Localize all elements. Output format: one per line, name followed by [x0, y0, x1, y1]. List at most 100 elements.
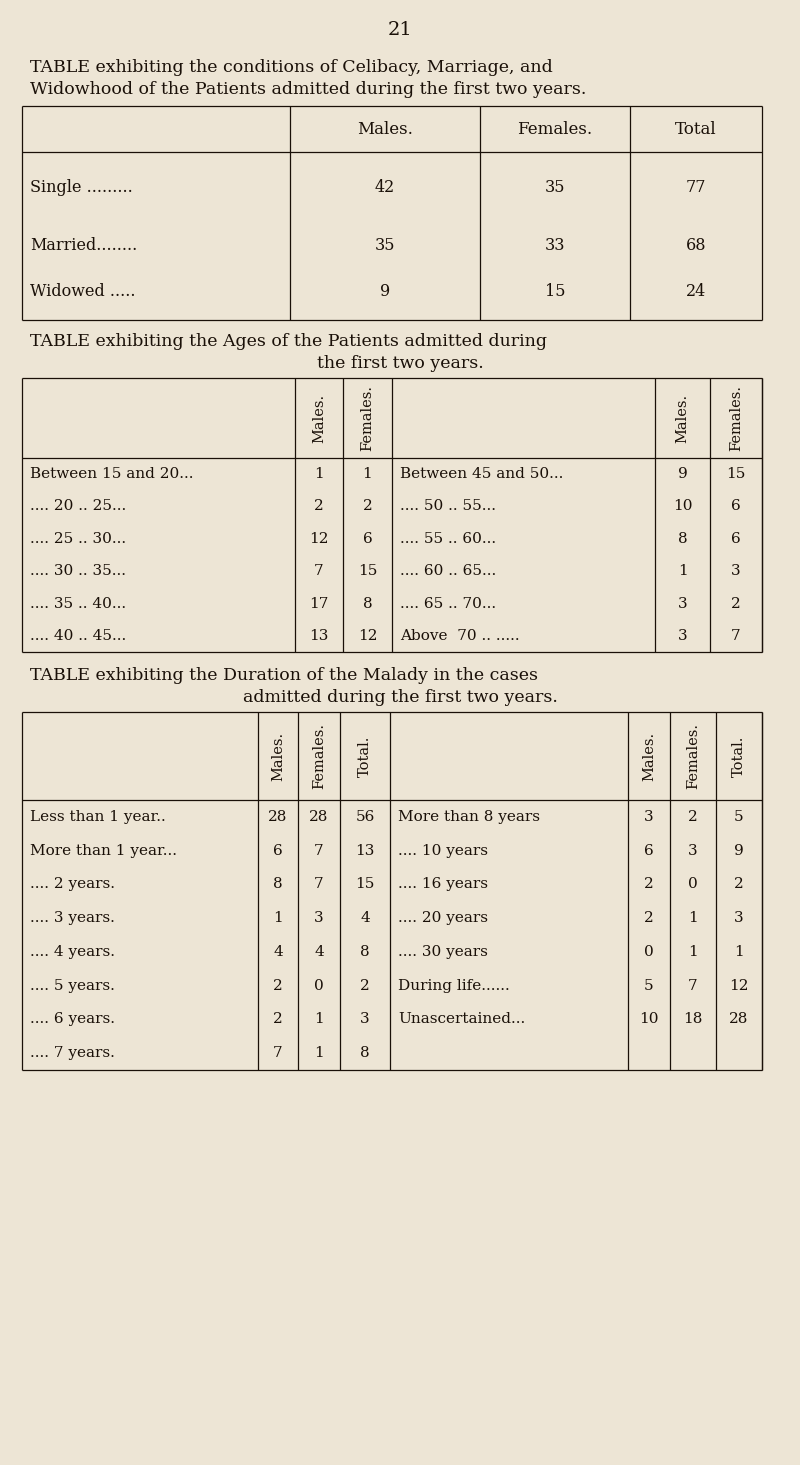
Text: 18: 18 — [683, 1012, 702, 1027]
Text: 6: 6 — [731, 532, 741, 546]
Text: .... 25 .. 30...: .... 25 .. 30... — [30, 532, 126, 546]
Text: 28: 28 — [730, 1012, 749, 1027]
Text: 1: 1 — [688, 945, 698, 960]
Text: .... 16 years: .... 16 years — [398, 878, 488, 891]
Text: 1: 1 — [314, 1012, 324, 1027]
Text: Single .........: Single ......... — [30, 180, 133, 196]
Text: .... 4 years.: .... 4 years. — [30, 945, 115, 960]
Text: .... 3 years.: .... 3 years. — [30, 911, 115, 924]
Text: admitted during the first two years.: admitted during the first two years. — [242, 689, 558, 706]
Text: 35: 35 — [374, 236, 395, 253]
Text: 9: 9 — [380, 284, 390, 300]
Text: 4: 4 — [273, 945, 283, 960]
Text: 5: 5 — [734, 810, 744, 823]
Text: 1: 1 — [273, 911, 283, 924]
Text: .... 20 .. 25...: .... 20 .. 25... — [30, 500, 126, 514]
Text: 12: 12 — [358, 628, 378, 643]
Text: More than 8 years: More than 8 years — [398, 810, 540, 823]
Text: Total.: Total. — [358, 735, 372, 776]
Text: 2: 2 — [360, 979, 370, 993]
Text: 3: 3 — [731, 564, 741, 579]
Text: Females.: Females. — [518, 120, 593, 138]
Text: 3: 3 — [734, 911, 744, 924]
Text: 1: 1 — [678, 564, 687, 579]
Text: 28: 28 — [268, 810, 288, 823]
Text: Widowhood of the Patients admitted during the first two years.: Widowhood of the Patients admitted durin… — [30, 82, 586, 98]
Text: 2: 2 — [314, 500, 324, 514]
Text: Males.: Males. — [271, 731, 285, 781]
Text: Between 15 and 20...: Between 15 and 20... — [30, 467, 194, 481]
Text: 12: 12 — [310, 532, 329, 546]
Text: 6: 6 — [273, 844, 283, 857]
Text: 5: 5 — [644, 979, 654, 993]
Text: Less than 1 year..: Less than 1 year.. — [30, 810, 166, 823]
Text: 7: 7 — [273, 1046, 283, 1061]
Text: .... 6 years.: .... 6 years. — [30, 1012, 115, 1027]
Text: 35: 35 — [545, 180, 566, 196]
Text: 9: 9 — [678, 467, 687, 481]
Text: 15: 15 — [726, 467, 746, 481]
Text: 6: 6 — [644, 844, 654, 857]
Text: Males.: Males. — [675, 394, 690, 442]
Text: 3: 3 — [360, 1012, 370, 1027]
Text: 3: 3 — [314, 911, 324, 924]
Text: .... 7 years.: .... 7 years. — [30, 1046, 115, 1061]
Text: .... 65 .. 70...: .... 65 .. 70... — [400, 596, 496, 611]
Text: .... 30 .. 35...: .... 30 .. 35... — [30, 564, 126, 579]
Text: 56: 56 — [355, 810, 374, 823]
Text: .... 50 .. 55...: .... 50 .. 55... — [400, 500, 496, 514]
Text: 24: 24 — [686, 284, 706, 300]
Text: TABLE exhibiting the Duration of the Malady in the cases: TABLE exhibiting the Duration of the Mal… — [30, 667, 538, 684]
Text: 15: 15 — [355, 878, 374, 891]
Text: 1: 1 — [734, 945, 744, 960]
Text: Females.: Females. — [729, 385, 743, 451]
Text: 8: 8 — [362, 596, 372, 611]
Text: 2: 2 — [273, 1012, 283, 1027]
Text: 7: 7 — [314, 564, 324, 579]
Text: Unascertained...: Unascertained... — [398, 1012, 526, 1027]
Text: TABLE exhibiting the Ages of the Patients admitted during: TABLE exhibiting the Ages of the Patient… — [30, 334, 547, 350]
Text: 21: 21 — [388, 21, 412, 40]
Text: 7: 7 — [731, 628, 741, 643]
Text: 1: 1 — [314, 1046, 324, 1061]
Text: 7: 7 — [688, 979, 698, 993]
Text: the first two years.: the first two years. — [317, 356, 483, 372]
Text: Above  70 .. .....: Above 70 .. ..... — [400, 628, 520, 643]
Text: 15: 15 — [358, 564, 377, 579]
Text: 4: 4 — [314, 945, 324, 960]
Text: 3: 3 — [644, 810, 654, 823]
Text: 3: 3 — [678, 596, 687, 611]
Text: 7: 7 — [314, 878, 324, 891]
Text: 2: 2 — [362, 500, 372, 514]
Text: 42: 42 — [375, 180, 395, 196]
Text: 8: 8 — [360, 1046, 370, 1061]
Text: 1: 1 — [688, 911, 698, 924]
Text: .... 35 .. 40...: .... 35 .. 40... — [30, 596, 126, 611]
Text: 3: 3 — [678, 628, 687, 643]
Text: 2: 2 — [734, 878, 744, 891]
Text: Females.: Females. — [361, 385, 374, 451]
Text: More than 1 year...: More than 1 year... — [30, 844, 177, 857]
Text: 17: 17 — [310, 596, 329, 611]
Text: 7: 7 — [314, 844, 324, 857]
Text: 12: 12 — [730, 979, 749, 993]
Text: 9: 9 — [734, 844, 744, 857]
Text: Total.: Total. — [732, 735, 746, 776]
Text: 2: 2 — [273, 979, 283, 993]
Text: Males.: Males. — [642, 731, 656, 781]
Text: 2: 2 — [644, 878, 654, 891]
Text: 10: 10 — [639, 1012, 658, 1027]
Text: 6: 6 — [362, 532, 372, 546]
Text: 2: 2 — [688, 810, 698, 823]
Text: 13: 13 — [310, 628, 329, 643]
Text: 4: 4 — [360, 911, 370, 924]
Text: Males.: Males. — [357, 120, 413, 138]
Text: Females.: Females. — [686, 724, 700, 790]
Text: Females.: Females. — [312, 724, 326, 790]
Text: .... 40 .. 45...: .... 40 .. 45... — [30, 628, 126, 643]
Text: Between 45 and 50...: Between 45 and 50... — [400, 467, 563, 481]
Text: 0: 0 — [688, 878, 698, 891]
Text: 68: 68 — [686, 236, 706, 253]
Text: 2: 2 — [731, 596, 741, 611]
Text: 77: 77 — [686, 180, 706, 196]
